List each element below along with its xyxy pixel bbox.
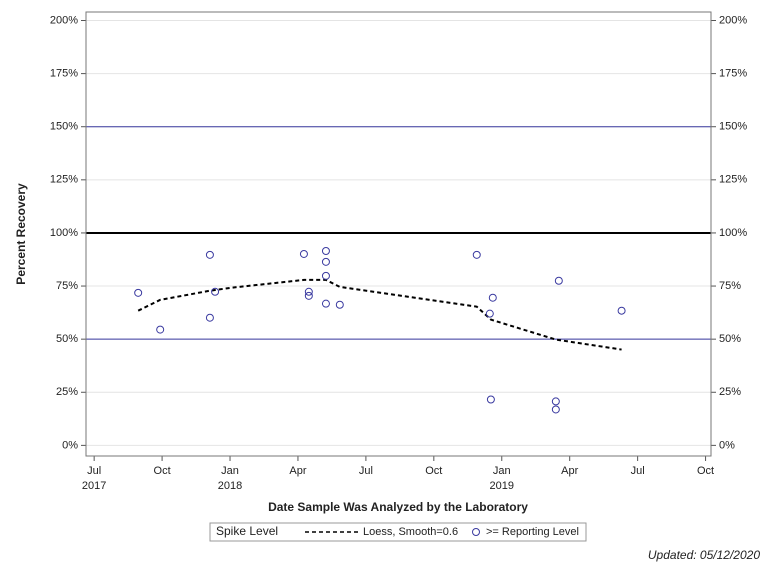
y2-tick-label: 150% bbox=[719, 121, 747, 133]
y-tick-label: 0% bbox=[62, 439, 78, 451]
footer: Updated: 05/12/2020 bbox=[648, 548, 760, 562]
y-tick-label: 25% bbox=[56, 386, 78, 398]
x-tick-label: Apr bbox=[289, 465, 306, 477]
point bbox=[205, 250, 214, 259]
x-tick-label: Jan bbox=[493, 465, 511, 477]
y-tick-label: 100% bbox=[50, 227, 78, 239]
point bbox=[485, 309, 494, 318]
legend-box bbox=[209, 522, 587, 542]
x-year-label: 2017 bbox=[82, 480, 106, 492]
y-tick-label: 200% bbox=[50, 14, 78, 26]
x-tick-label: Oct bbox=[697, 465, 714, 477]
y-tick-label: 150% bbox=[50, 121, 78, 133]
x-year-label: 2019 bbox=[490, 480, 514, 492]
point bbox=[321, 299, 330, 308]
legend-label: >= Reporting Level bbox=[486, 526, 579, 538]
x-tick-label: Oct bbox=[154, 465, 171, 477]
y-axis-title: Percent Recovery bbox=[14, 183, 28, 285]
x-tick-label: Jul bbox=[87, 465, 101, 477]
y2-tick-label: 175% bbox=[719, 68, 747, 80]
point bbox=[617, 306, 626, 315]
point bbox=[554, 276, 563, 285]
y-tick-label: 50% bbox=[56, 333, 78, 345]
x-tick-label: Jul bbox=[631, 465, 645, 477]
point bbox=[304, 287, 313, 296]
point bbox=[486, 395, 495, 404]
plot-frame bbox=[85, 11, 712, 457]
x-tick-label: Jul bbox=[359, 465, 373, 477]
point bbox=[304, 291, 313, 300]
y-tick-label: 175% bbox=[50, 68, 78, 80]
point bbox=[551, 405, 560, 414]
point bbox=[205, 313, 214, 322]
legend-marker bbox=[472, 528, 480, 536]
point bbox=[321, 271, 330, 280]
y2-tick-label: 0% bbox=[719, 439, 735, 451]
x-axis-title: Date Sample Was Analyzed by the Laborato… bbox=[268, 500, 528, 514]
x-tick-label: Oct bbox=[425, 465, 442, 477]
y2-tick-label: 200% bbox=[719, 14, 747, 26]
point bbox=[299, 249, 308, 258]
point bbox=[335, 300, 344, 309]
y2-tick-label: 75% bbox=[719, 280, 741, 292]
y2-tick-label: 100% bbox=[719, 227, 747, 239]
point bbox=[321, 257, 330, 266]
point bbox=[156, 325, 165, 334]
point bbox=[321, 246, 330, 255]
point bbox=[551, 397, 560, 406]
y-tick-label: 75% bbox=[56, 280, 78, 292]
point bbox=[488, 293, 497, 302]
x-tick-label: Apr bbox=[561, 465, 578, 477]
loess-line bbox=[137, 278, 622, 351]
y2-tick-label: 125% bbox=[719, 174, 747, 186]
y2-tick-label: 50% bbox=[719, 333, 741, 345]
point bbox=[134, 288, 143, 297]
point bbox=[472, 250, 481, 259]
legend-title: Spike Level bbox=[216, 524, 278, 538]
legend-label: Loess, Smooth=0.6 bbox=[363, 526, 458, 538]
y2-tick-label: 25% bbox=[719, 386, 741, 398]
x-year-label: 2018 bbox=[218, 480, 242, 492]
point bbox=[211, 287, 220, 296]
y-tick-label: 125% bbox=[50, 174, 78, 186]
x-tick-label: Jan bbox=[221, 465, 239, 477]
